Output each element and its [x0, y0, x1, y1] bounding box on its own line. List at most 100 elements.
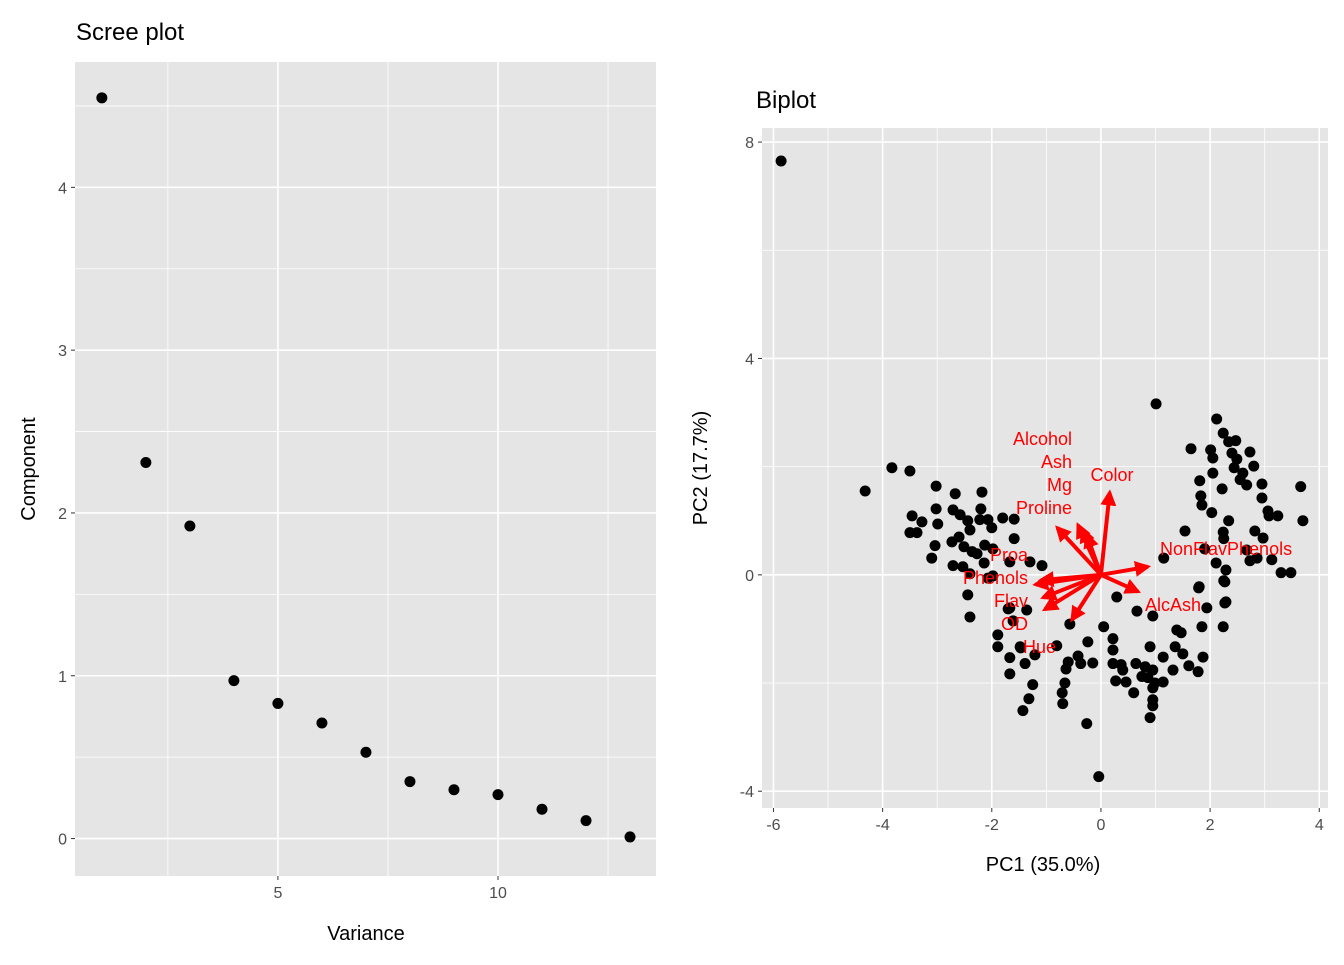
scree-plot: Scree plot Variance Component 5 10 0 1 2 3 4: [18, 19, 656, 945]
biplot-point: [946, 536, 958, 548]
biplot-point: [1008, 533, 1020, 545]
biplot-point: [1223, 515, 1235, 527]
biplot-point: [964, 611, 976, 623]
scree-point: [536, 803, 548, 815]
biplot-point: [1217, 427, 1229, 439]
biplot-y-tick-label: 0: [745, 568, 754, 585]
biplot-point: [1216, 483, 1228, 495]
biplot-point: [1241, 479, 1253, 491]
loading-label: NonFlavPhenols: [1160, 539, 1292, 559]
biplot-point: [974, 514, 986, 526]
biplot-point: [1107, 633, 1119, 645]
biplot-point: [1196, 621, 1208, 633]
loading-arrow: [1100, 573, 1141, 594]
biplot-point: [1207, 467, 1219, 479]
biplot-point: [1027, 679, 1039, 691]
biplot-point: [1117, 664, 1129, 676]
loading-arrow: [1083, 531, 1103, 576]
biplot-point: [1023, 693, 1035, 705]
biplot-point: [911, 527, 923, 539]
biplot-point: [1107, 644, 1119, 656]
biplot-point: [775, 155, 787, 167]
biplot-point: [1297, 515, 1309, 527]
scree-x-label: Variance: [327, 923, 404, 945]
loading-arrow: [1037, 571, 1102, 588]
scree-y-tick-label: 2: [58, 506, 67, 523]
biplot-point: [1295, 481, 1307, 493]
scree-panel: [75, 62, 656, 876]
biplot-point: [962, 515, 974, 527]
biplot-point: [1056, 687, 1068, 699]
loading-label: AlcAsh: [1145, 595, 1201, 615]
scree-y-tick-label: 1: [58, 669, 67, 686]
scree-point: [228, 675, 240, 687]
biplot-point: [1285, 567, 1297, 579]
biplot-point: [1015, 642, 1027, 654]
biplot-point: [992, 629, 1004, 641]
biplot-point: [1175, 627, 1187, 639]
biplot-point: [1110, 675, 1122, 687]
biplot-point: [1169, 641, 1181, 653]
biplot-point: [1087, 657, 1099, 669]
biplot-point: [1051, 640, 1063, 652]
biplot-point: [1230, 435, 1242, 447]
scree-point: [448, 784, 460, 796]
biplot-point: [1263, 510, 1275, 522]
biplot-point: [1220, 564, 1232, 576]
biplot-point: [1120, 676, 1132, 688]
biplot-point: [1008, 513, 1020, 525]
biplot-point: [997, 512, 1009, 524]
biplot-point: [962, 589, 974, 601]
biplot-point: [1147, 682, 1159, 694]
biplot-point: [1144, 641, 1156, 653]
scree-y-tick-label: 4: [58, 180, 67, 197]
biplot-point: [1256, 478, 1268, 490]
scree-y-tick-label: 3: [58, 343, 67, 360]
biplot-point: [957, 561, 969, 573]
biplot-point: [886, 462, 898, 474]
biplot-point: [1199, 543, 1211, 555]
biplot-point: [904, 465, 916, 477]
biplot-point: [987, 543, 999, 555]
biplot-point: [958, 541, 970, 553]
biplot-point: [1107, 658, 1119, 670]
biplot-point: [926, 552, 938, 564]
biplot-point: [1196, 499, 1208, 511]
biplot-point: [1192, 666, 1204, 678]
biplot-point: [1004, 602, 1016, 614]
loading-label: Color: [1090, 465, 1133, 485]
biplot-point: [949, 488, 961, 500]
biplot-point: [1266, 554, 1278, 566]
biplot-point: [906, 510, 918, 522]
biplot-point: [1130, 658, 1142, 670]
biplot-point: [1251, 552, 1263, 564]
biplot-point: [1019, 658, 1031, 670]
biplot-y-label: PC2 (17.7%): [690, 411, 712, 526]
biplot-point: [1017, 705, 1029, 717]
biplot-point: [1059, 677, 1071, 689]
scree-point: [140, 456, 152, 468]
biplot-point: [1060, 663, 1072, 675]
biplot-point: [1194, 475, 1206, 487]
biplot: Biplot PC1 (35.0%) PC2 (17.7%) -6 -4 -2 0 2 4…: [690, 87, 1328, 876]
biplot-point: [975, 503, 987, 515]
biplot-point: [916, 516, 928, 528]
biplot-point: [1131, 605, 1143, 617]
biplot-point: [1207, 452, 1219, 464]
biplot-point: [1241, 544, 1253, 556]
biplot-x-tick-label: -4: [876, 817, 890, 834]
scree-point: [272, 697, 284, 709]
loading-label: Alcohol: [1013, 429, 1072, 449]
loading-label: Hue: [1023, 637, 1056, 657]
biplot-point: [1218, 575, 1230, 587]
biplot-point: [954, 509, 966, 521]
biplot-x-tick-label: -2: [985, 817, 999, 834]
biplot-point: [1081, 718, 1093, 730]
biplot-point: [1004, 556, 1016, 568]
biplot-point: [1147, 610, 1159, 622]
biplot-point: [1211, 413, 1223, 425]
biplot-point: [1272, 510, 1284, 522]
biplot-point: [1021, 604, 1033, 616]
biplot-point: [1197, 651, 1209, 663]
